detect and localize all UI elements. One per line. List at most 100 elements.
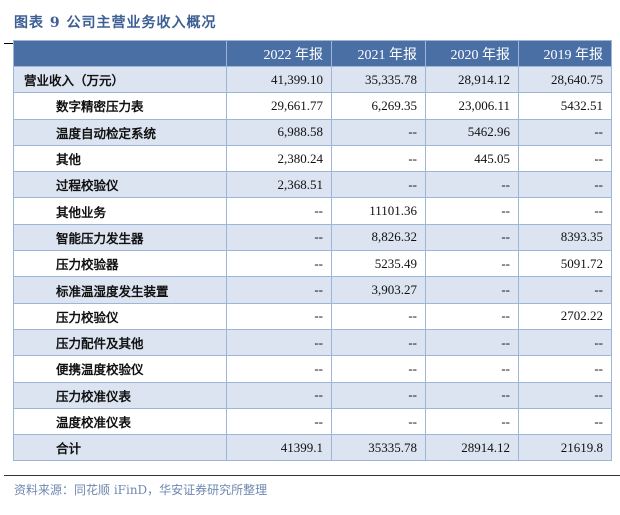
row-label: 数字精密压力表 <box>13 92 227 120</box>
row-label: 标准温湿度发生装置 <box>13 276 227 304</box>
table-row: 标准温湿度发生装置 -- 3,903.27 -- -- <box>13 276 612 304</box>
header-cell: 2021 年报 <box>331 40 426 67</box>
table-row: 其他业务 -- 11101.36 -- -- <box>13 197 612 225</box>
value-cell: -- <box>331 144 426 173</box>
value-cell: -- <box>331 171 426 199</box>
value-cell: 11101.36 <box>331 197 426 225</box>
value-cell: 8,826.32 <box>331 223 426 252</box>
table-row: 压力校准仪表 -- -- -- -- <box>13 381 612 409</box>
value-cell: 23,006.11 <box>425 92 519 120</box>
value-cell: -- <box>226 381 332 409</box>
value-cell: 445.05 <box>425 144 519 173</box>
row-label: 营业收入（万元） <box>13 65 227 94</box>
source-note: 资料来源：同花顺 iFinD，华安证券研究所整理 <box>14 483 268 497</box>
value-cell: -- <box>425 407 519 436</box>
value-cell: -- <box>425 302 519 330</box>
value-cell: 6,988.58 <box>226 118 332 146</box>
row-label: 其他 <box>13 144 227 173</box>
value-cell: 21619.8 <box>518 434 612 462</box>
row-label: 智能压力发生器 <box>13 223 227 252</box>
value-cell: -- <box>331 407 426 436</box>
header-cell: 2022 年报 <box>226 40 332 67</box>
value-cell: 2,380.24 <box>226 144 332 173</box>
value-cell: 2702.22 <box>518 302 612 330</box>
row-label: 过程校验仪 <box>13 171 227 199</box>
table-title: 图表 9 公司主营业务收入概况 <box>14 15 217 31</box>
value-cell: 41,399.10 <box>226 65 332 94</box>
value-cell: -- <box>425 171 519 199</box>
table-row: 压力校验器 -- 5235.49 -- 5091.72 <box>13 250 612 278</box>
value-cell: -- <box>425 250 519 278</box>
value-cell: -- <box>226 407 332 436</box>
table-row: 合计 41399.1 35335.78 28914.12 21619.8 <box>13 434 612 462</box>
table-row: 温度自动检定系统 6,988.58 -- 5462.96 -- <box>13 118 612 146</box>
table-row: 便携温度校验仪 -- -- -- -- <box>13 355 612 383</box>
value-cell: -- <box>518 381 612 409</box>
value-cell: 41399.1 <box>226 434 332 462</box>
divider <box>4 43 14 44</box>
value-cell: -- <box>518 407 612 436</box>
row-label: 温度自动检定系统 <box>13 118 227 146</box>
table-row: 数字精密压力表 29,661.77 6,269.35 23,006.11 5432.51 <box>13 92 612 120</box>
value-cell: -- <box>518 144 612 173</box>
value-cell: -- <box>518 355 612 383</box>
row-label: 温度校准仪表 <box>13 407 227 436</box>
value-cell: 5091.72 <box>518 250 612 278</box>
value-cell: 5235.49 <box>331 250 426 278</box>
value-cell: -- <box>331 118 426 146</box>
revenue-table: 2022 年报 2021 年报 2020 年报 2019 年报 营业收入（万元）… <box>13 40 612 462</box>
value-cell: -- <box>425 276 519 304</box>
value-cell: 29,661.77 <box>226 92 332 120</box>
value-cell: -- <box>518 328 612 357</box>
value-cell: -- <box>518 171 612 199</box>
value-cell: 6,269.35 <box>331 92 426 120</box>
value-cell: -- <box>226 328 332 357</box>
divider <box>4 475 620 476</box>
table-row: 营业收入（万元） 41,399.10 35,335.78 28,914.12 28,64… <box>13 65 612 94</box>
value-cell: 5462.96 <box>425 118 519 146</box>
value-cell: -- <box>331 302 426 330</box>
header-cell: 2020 年报 <box>425 40 519 67</box>
value-cell: -- <box>226 250 332 278</box>
table-row: 压力校验仪 -- -- -- 2702.22 <box>13 302 612 330</box>
table-row: 压力配件及其他 -- -- -- -- <box>13 328 612 357</box>
table-row: 智能压力发生器 -- 8,826.32 -- 8393.35 <box>13 223 612 252</box>
row-label: 合计 <box>13 434 227 462</box>
row-label: 压力校验器 <box>13 250 227 278</box>
value-cell: 8393.35 <box>518 223 612 252</box>
value-cell: -- <box>425 381 519 409</box>
value-cell: -- <box>425 223 519 252</box>
table-row: 温度校准仪表 -- -- -- -- <box>13 407 612 436</box>
table-row: 其他 2,380.24 -- 445.05 -- <box>13 144 612 173</box>
header-cell: 2019 年报 <box>518 40 612 67</box>
value-cell: -- <box>226 355 332 383</box>
value-cell: 28,640.75 <box>518 65 612 94</box>
value-cell: 28914.12 <box>425 434 519 462</box>
value-cell: -- <box>331 355 426 383</box>
value-cell: -- <box>518 276 612 304</box>
value-cell: -- <box>518 118 612 146</box>
value-cell: 35335.78 <box>331 434 426 462</box>
value-cell: -- <box>425 355 519 383</box>
value-cell: 2,368.51 <box>226 171 332 199</box>
row-label: 压力校验仪 <box>13 302 227 330</box>
value-cell: -- <box>226 197 332 225</box>
value-cell: -- <box>425 328 519 357</box>
table-row: 过程校验仪 2,368.51 -- -- -- <box>13 171 612 199</box>
value-cell: -- <box>226 302 332 330</box>
value-cell: -- <box>331 381 426 409</box>
value-cell: 5432.51 <box>518 92 612 120</box>
value-cell: -- <box>331 328 426 357</box>
value-cell: 3,903.27 <box>331 276 426 304</box>
value-cell: -- <box>226 276 332 304</box>
value-cell: -- <box>226 223 332 252</box>
value-cell: 35,335.78 <box>331 65 426 94</box>
header-cell <box>13 40 227 67</box>
value-cell: -- <box>518 197 612 225</box>
header-row: 2022 年报 2021 年报 2020 年报 2019 年报 <box>13 40 612 67</box>
row-label: 压力配件及其他 <box>13 328 227 357</box>
value-cell: 28,914.12 <box>425 65 519 94</box>
value-cell: -- <box>425 197 519 225</box>
row-label: 压力校准仪表 <box>13 381 227 409</box>
row-label: 便携温度校验仪 <box>13 355 227 383</box>
